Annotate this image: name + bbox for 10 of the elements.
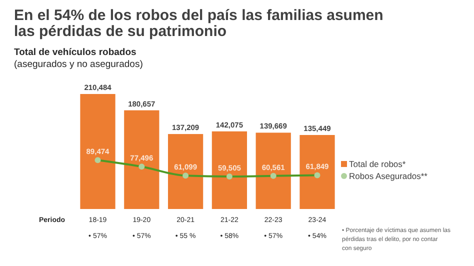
bar — [256, 132, 291, 209]
legend-label: Robos Asegurados** — [349, 171, 428, 181]
bar — [300, 134, 335, 209]
chart-title: En el 54% de los robos del país las familias asumen las pérdidas de su patrimonio — [14, 7, 384, 40]
chart-subtitle: Total de vehículos robados (asegurados y no asegurados) — [14, 47, 143, 70]
bar — [124, 110, 160, 209]
bar — [80, 94, 116, 209]
bar — [168, 134, 204, 209]
bar — [212, 131, 248, 209]
legend-label: Total de robos* — [349, 159, 406, 169]
